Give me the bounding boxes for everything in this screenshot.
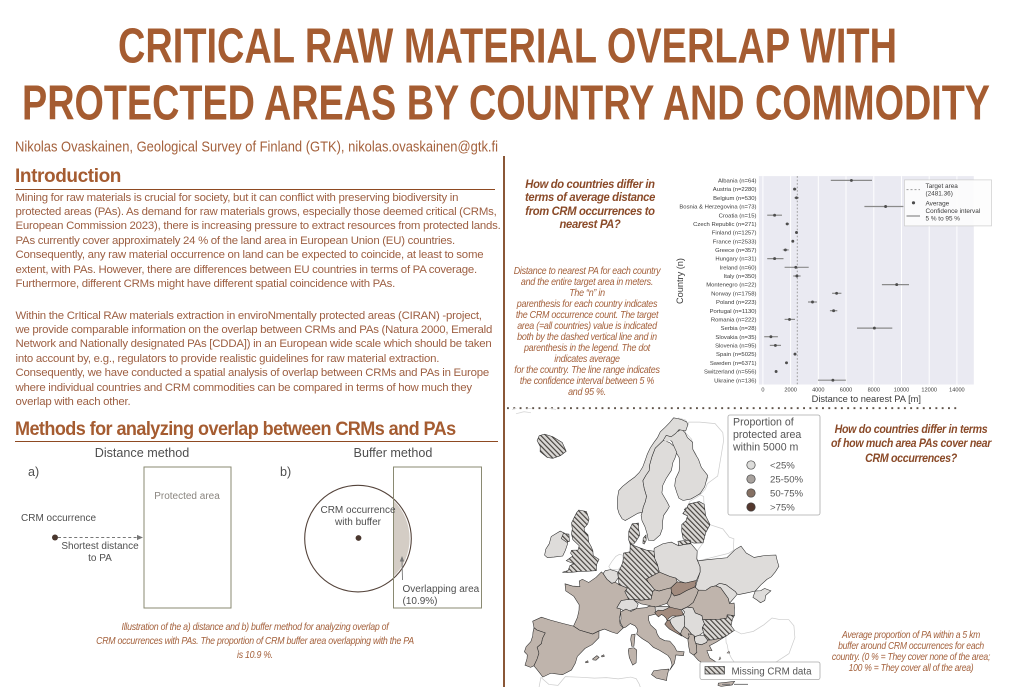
svg-text:2000: 2000 — [784, 388, 796, 394]
svg-text:12000: 12000 — [921, 388, 937, 394]
svg-text:PROTECTED AREAS BY COUNTRY AND: PROTECTED AREAS BY COUNTRY AND COMMODITY — [22, 76, 990, 131]
svg-text:Switzerland (n=556): Switzerland (n=556) — [704, 370, 757, 376]
svg-text:CRM occurrence: CRM occurrence — [320, 505, 395, 516]
svg-text:Poland (n=223): Poland (n=223) — [716, 300, 756, 306]
svg-text:Buffer method: Buffer method — [354, 446, 433, 460]
svg-text:Hungary (n=31): Hungary (n=31) — [715, 257, 756, 263]
svg-text:(10.9%): (10.9%) — [403, 596, 438, 607]
svg-text:Missing CRM data: Missing CRM data — [732, 667, 813, 678]
svg-text:8000: 8000 — [868, 388, 880, 394]
svg-text:to PA: to PA — [88, 553, 112, 564]
svg-text:Protected area: Protected area — [154, 491, 220, 502]
svg-text:14000: 14000 — [949, 388, 965, 394]
svg-text:Distance method: Distance method — [95, 446, 190, 460]
svg-text:Overlapping area: Overlapping area — [403, 584, 480, 595]
svg-text:Spain (n=5025): Spain (n=5025) — [716, 352, 756, 358]
svg-text:Portugal (n=1130): Portugal (n=1130) — [710, 309, 757, 315]
svg-text:within 5000 m: within 5000 m — [732, 442, 799, 454]
svg-text:Norway (n=1758): Norway (n=1758) — [711, 291, 756, 297]
svg-text:10000: 10000 — [894, 388, 910, 394]
svg-text:Country (n): Country (n) — [675, 258, 685, 304]
svg-text:25-50%: 25-50% — [770, 474, 804, 485]
svg-text:0: 0 — [761, 388, 764, 394]
svg-text:(2481.36): (2481.36) — [926, 191, 953, 198]
svg-text:France (n=2533): France (n=2533) — [713, 239, 757, 245]
svg-text:Belgium (n=530): Belgium (n=530) — [713, 196, 756, 202]
svg-text:a): a) — [28, 465, 39, 479]
svg-text:CRITICAL RAW MATERIAL OVERLAP: CRITICAL RAW MATERIAL OVERLAP WITH — [118, 19, 897, 74]
svg-text:Croatia (n=15): Croatia (n=15) — [719, 213, 757, 219]
svg-text:6000: 6000 — [840, 388, 852, 394]
svg-text:Czech Republic (n=271): Czech Republic (n=271) — [693, 222, 756, 228]
svg-text:with buffer: with buffer — [334, 517, 382, 528]
svg-text:Italy (n=350): Italy (n=350) — [724, 274, 757, 280]
svg-text:b): b) — [280, 465, 291, 479]
svg-text:Distance to nearest PA [m]: Distance to nearest PA [m] — [812, 394, 921, 404]
svg-text:Proportion of: Proportion of — [733, 417, 794, 429]
svg-text:50-75%: 50-75% — [770, 488, 804, 499]
svg-text:4000: 4000 — [812, 388, 824, 394]
svg-text:protected area: protected area — [733, 429, 801, 441]
svg-text:Shortest distance: Shortest distance — [61, 541, 139, 552]
svg-text:<25%: <25% — [770, 460, 795, 471]
svg-text:Serbia (n=28): Serbia (n=28) — [721, 326, 757, 332]
svg-text:Ukraine (n=136): Ukraine (n=136) — [714, 378, 756, 384]
svg-text:Average: Average — [926, 200, 950, 207]
svg-text:Greece (n=357): Greece (n=357) — [715, 248, 756, 254]
svg-text:Nikolas Ovaskainen, Geological: Nikolas Ovaskainen, Geological Survey of… — [15, 140, 498, 156]
svg-text:Sweden (n=6371): Sweden (n=6371) — [710, 361, 757, 367]
svg-text:CRM occurrence: CRM occurrence — [21, 513, 96, 524]
svg-text:Slovenia (n=95): Slovenia (n=95) — [715, 344, 756, 350]
svg-text:Romania (n=222): Romania (n=222) — [711, 318, 757, 324]
svg-text:Montenegro (n=22): Montenegro (n=22) — [706, 283, 756, 289]
svg-text:5 % to 95 %: 5 % to 95 % — [926, 215, 961, 222]
svg-text:Ireland (n=60): Ireland (n=60) — [720, 265, 757, 271]
svg-text:Bosnia & Herzegovina (n=73): Bosnia & Herzegovina (n=73) — [679, 205, 756, 211]
svg-text:Slovakia (n=35): Slovakia (n=35) — [715, 335, 756, 341]
svg-text:Target area: Target area — [926, 183, 959, 190]
svg-text:Austria (n=2280): Austria (n=2280) — [713, 187, 757, 193]
svg-text:>75%: >75% — [770, 502, 795, 513]
svg-text:Albania (n=64): Albania (n=64) — [718, 179, 757, 185]
svg-text:Finland (n=1257): Finland (n=1257) — [712, 231, 757, 237]
svg-text:Confidence interval: Confidence interval — [926, 208, 981, 215]
